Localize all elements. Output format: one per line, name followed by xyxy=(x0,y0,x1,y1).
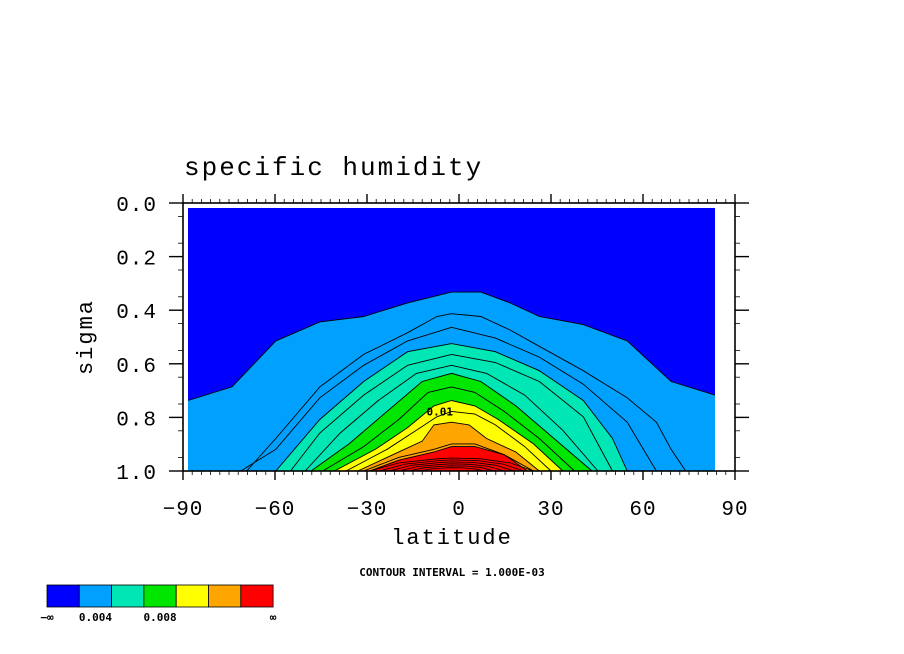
x-tick-label: −90 xyxy=(163,499,204,522)
contour-line-core-3 xyxy=(398,463,505,472)
colorbar-swatch-1 xyxy=(78,584,113,608)
contour-line-core-4 xyxy=(408,465,495,472)
contour-interval-note: CONTOUR INTERVAL = 1.000E-03 xyxy=(359,566,544,579)
colorbar-swatch-0 xyxy=(46,584,80,608)
contour-line-core-0 xyxy=(369,457,534,472)
colorbar: −∞ 0.004 0.008 ∞ xyxy=(40,584,277,624)
contour-fills xyxy=(188,208,715,471)
contour-line-6 xyxy=(310,372,593,472)
contour-line-10 xyxy=(357,421,540,472)
x-tick-label: 90 xyxy=(721,499,748,522)
contour-label: 0.01 xyxy=(427,405,454,418)
x-tick-label: −60 xyxy=(255,499,296,522)
x-tick-label: 0 xyxy=(452,499,466,522)
contour-line-core-1 xyxy=(379,459,524,472)
colorbar-label: ∞ xyxy=(270,611,277,624)
contour-line-0 xyxy=(187,291,716,401)
x-tick-label: 30 xyxy=(537,499,564,522)
contour-line-7 xyxy=(322,386,575,472)
y-tick-label: 0.4 xyxy=(116,302,157,325)
contour-line-4 xyxy=(290,353,613,472)
band-fill-12 xyxy=(369,446,528,471)
colorbar-swatch-3 xyxy=(143,584,177,608)
colorbar-swatch-5 xyxy=(208,584,242,608)
contour-lines: 0.01 xyxy=(187,291,716,472)
y-tick-label: 0.0 xyxy=(116,195,157,218)
colorbar-label: −∞ xyxy=(40,611,54,624)
contour-line-9 xyxy=(345,410,552,472)
colorbar-swatch-2 xyxy=(111,584,145,608)
chart-title: specific humidity xyxy=(184,153,483,183)
contour-line-5 xyxy=(304,364,599,472)
y-tick-label: 0.8 xyxy=(116,409,157,432)
contour-line-12 xyxy=(369,446,528,472)
y-tick-label: 0.6 xyxy=(116,356,157,379)
x-axis: −90 −60 −30 0 30 60 90 xyxy=(163,194,748,522)
contour-line-1 xyxy=(188,313,715,472)
contour-line-8 xyxy=(334,400,564,472)
contour-line-core-2 xyxy=(389,461,514,472)
y-tick-label: 1.0 xyxy=(116,463,157,486)
x-axis-label: latitude xyxy=(391,526,513,551)
contour-line-2 xyxy=(240,326,657,472)
colorbar-swatch-6 xyxy=(240,584,274,608)
y-tick-label: 0.2 xyxy=(116,249,157,272)
contour-line-core-5 xyxy=(418,467,485,472)
colorbar-label: 0.008 xyxy=(143,611,176,624)
x-tick-label: 60 xyxy=(629,499,656,522)
y-axis-label: sigma xyxy=(74,299,99,375)
y-axis: 0.0 0.2 0.4 0.6 0.8 1.0 xyxy=(116,195,749,486)
contour-line-3 xyxy=(275,343,628,472)
x-tick-label: −30 xyxy=(347,499,388,522)
colorbar-label: 0.004 xyxy=(79,611,112,624)
colorbar-swatch-4 xyxy=(175,584,209,608)
